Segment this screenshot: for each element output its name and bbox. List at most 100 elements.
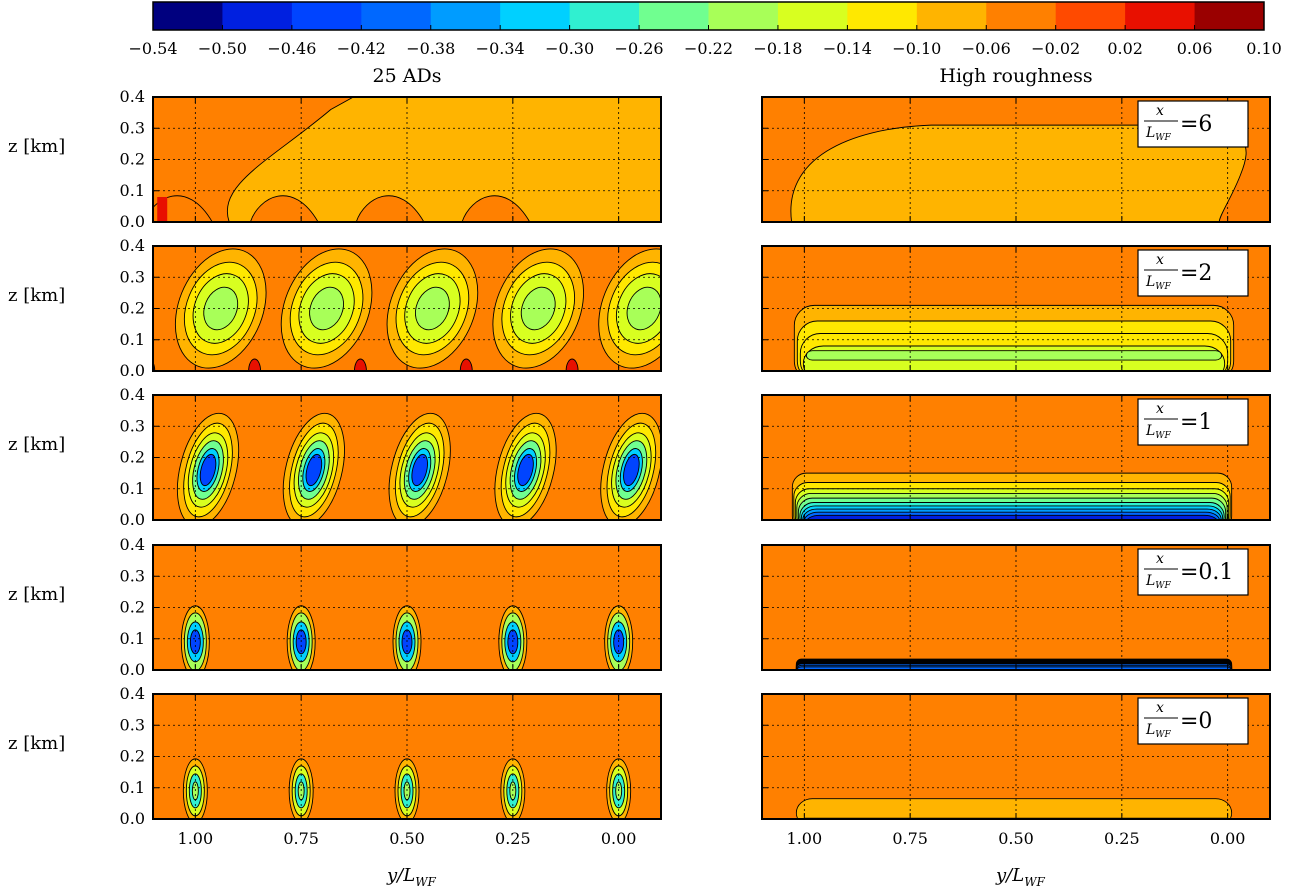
colorbar-tick-label: −0.06 [962,39,1011,58]
legend-denominator-sub: WF [1155,431,1171,441]
legend-value: =0.1 [1180,560,1233,585]
y-tick-label: 0.4 [120,385,145,404]
y-tick-label: 0.1 [120,330,145,349]
legend-value: =6 [1180,112,1212,137]
y-tick-label: 0.2 [120,598,145,617]
y-axis-label: z [km] [8,584,65,605]
colorbar-tick-label: −0.30 [545,39,594,58]
legend-numerator: x [1156,252,1164,268]
colorbar-swatch [777,2,848,30]
legend-value: =2 [1180,261,1212,286]
y-tick-label: 0.0 [120,361,145,380]
panel-row3-col1: 0.0 0.1 0.2 0.3 0.4 z [km] [8,385,662,529]
positive-patch [459,358,473,371]
y-axis-label: z [km] [8,136,65,157]
contour-field [153,694,661,819]
near-ground-region [153,195,213,222]
positive-patch [157,197,168,222]
panel-row4-col1: 0.0 0.1 0.2 0.3 0.4 z [km] [8,535,662,679]
y-tick-label: 0.3 [120,118,145,137]
legend-box [1137,249,1249,297]
x-tick-label: 0.00 [1210,829,1246,848]
x-tick-label: 1.00 [178,829,214,848]
colorbar-tick-label: −0.50 [198,39,247,58]
y-tick-label: 0.1 [120,479,145,498]
y-tick-label: 0.4 [120,87,145,106]
y-tick-label: 0.3 [120,566,145,585]
x-tick-label: 0.25 [1104,829,1140,848]
panel-row2-col1: 0.0 0.1 0.2 0.3 0.4 z [km] [8,236,662,380]
x-tick-label: 0.25 [495,829,531,848]
legend-numerator: x [1156,103,1164,119]
y-tick-label: 0.1 [120,181,145,200]
y-axis-label: z [km] [8,733,65,754]
y-tick-label: 0.0 [120,212,145,231]
colorbar-swatch [500,2,571,30]
x-tick-label: 0.50 [998,829,1034,848]
colorbar-swatch [153,2,223,30]
legend-box [1137,548,1249,596]
legend-box [1137,398,1249,446]
positive-patch [353,358,367,371]
y-tick-label: 0.4 [120,535,145,554]
x-tick-label: 0.75 [283,829,319,848]
y-axis-label: z [km] [8,285,65,306]
y-tick-label: 0.2 [120,150,145,169]
colorbar-swatch [639,2,709,30]
wake-contour [411,453,428,487]
wake-layer [795,798,1233,819]
x-tick-label: 1.00 [787,829,823,848]
wake-contour [623,453,640,487]
wake-contour [414,286,450,331]
y-tick-label: 0.2 [120,747,145,766]
colorbar-tick-label: −0.10 [892,39,941,58]
positive-patch [565,358,579,371]
legend-numerator: x [1156,551,1164,567]
legend-numerator: x [1156,401,1164,417]
x-tick-label: 0.75 [892,829,928,848]
y-tick-label: 0.0 [120,660,145,679]
y-tick-label: 0.3 [120,715,145,734]
colorbar-swatch [1055,2,1126,30]
colorbar-tick-label: 0.02 [1107,39,1143,58]
contour-panels: 0.00.10.20.30.4z [km]xLWF=60.00.10.20.30… [8,87,1271,889]
wake-contour [305,453,323,487]
colorbar-swatch [708,2,779,30]
x-tick-label: 0.50 [389,829,425,848]
legend-box [1137,100,1249,148]
colorbar-tick-label: −0.26 [615,39,664,58]
colorbar-swatch [291,2,362,30]
x-axis-label-sub: WF [1024,875,1045,889]
colorbar-swatch [569,2,640,30]
colorbar-tick-label: −0.38 [406,39,455,58]
colorbar-swatch [1125,2,1196,30]
colorbar-tick-label: 0.10 [1246,39,1282,58]
contour-field [153,246,661,371]
colorbar-tick-label: −0.02 [1031,39,1080,58]
legend-box [1137,697,1249,745]
legend-denominator-sub: WF [1155,730,1171,740]
y-tick-label: 0.3 [120,416,145,435]
y-tick-label: 0.2 [120,448,145,467]
legend-value: =0 [1180,709,1212,734]
contour-field [762,246,1270,371]
y-tick-label: 0.1 [120,629,145,648]
colorbar-tick-label: −0.14 [823,39,872,58]
y-tick-label: 0.0 [120,809,145,828]
y-tick-label: 0.4 [120,684,145,703]
x-axis-label: y/LWF [995,865,1046,889]
colorbar: −0.54 −0.50 −0.46 −0.42 −0.38 −0.34 −0.30 −0.26… [128,1,1282,58]
panel-row5-col1: 0.0 0.1 0.2 0.3 0.4 z [km] [8,684,662,828]
legend-numerator: x [1156,700,1164,716]
x-tick-label: 0.00 [601,829,637,848]
wake-layer [806,514,1218,520]
y-tick-label: 0.0 [120,510,145,529]
contour-field [153,97,661,222]
